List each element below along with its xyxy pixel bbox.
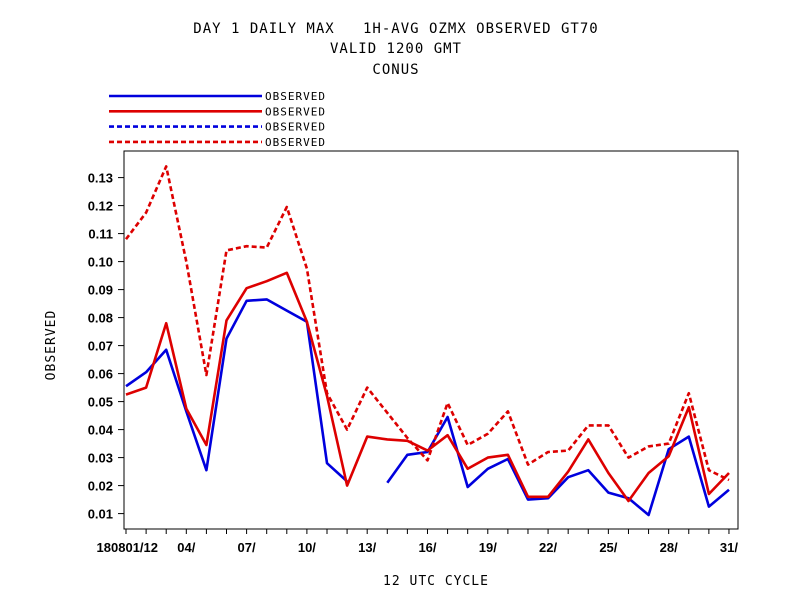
y-axis-title: OBSERVED (44, 310, 59, 381)
series-line-1 (125, 271, 730, 503)
chart-title-line-3: CONUS (372, 62, 420, 78)
x-tick-label: 28/ (660, 540, 678, 555)
legend-label-3: OBSERVED (265, 136, 326, 149)
series-line-3 (124, 165, 730, 482)
y-tick-label: 0.05 (88, 395, 113, 410)
legend-label-1: OBSERVED (265, 105, 326, 118)
y-tick-label: 0.10 (88, 255, 113, 270)
y-tick-label: 0.08 (88, 311, 113, 326)
legend: OBSERVED OBSERVED OBSERVED OBSERVED (109, 90, 326, 149)
x-tick-label: 180801/12 (97, 540, 158, 555)
chart-title-line-1: DAY 1 DAILY MAX 1H-AVG OZMX OBSERVED GT7… (193, 21, 599, 37)
legend-label-2: OBSERVED (265, 121, 326, 134)
y-tick-label: 0.11 (88, 227, 113, 242)
y-tick-label: 0.02 (88, 479, 113, 494)
chart-title-line-2: VALID 1200 GMT (329, 41, 462, 57)
y-tick-label: 0.01 (88, 507, 113, 522)
x-tick-label: 04/ (177, 540, 195, 555)
x-tick-label: 25/ (599, 540, 617, 555)
y-tick-label: 0.09 (88, 283, 113, 298)
y-tick-label: 0.04 (88, 423, 114, 438)
x-tick-label: 13/ (358, 540, 376, 555)
legend-label-0: OBSERVED (265, 90, 326, 103)
plot-frame (123, 150, 739, 530)
y-tick-label: 0.07 (88, 339, 113, 354)
y-axis: 0.01 0.02 0.03 0.04 0.05 0.06 0.07 0.08 0.09 0.10… (88, 171, 124, 522)
y-tick-label: 0.03 (88, 451, 113, 466)
series-line-0 (125, 298, 730, 517)
x-axis-title: 12 UTC CYCLE (383, 574, 489, 589)
x-tick-label: 19/ (479, 540, 497, 555)
y-tick-label: 0.12 (88, 199, 113, 214)
x-axis: 180801/12 04/07/10/13/16/19/22/25/28/31/ (97, 529, 738, 555)
x-tick-label: 31/ (720, 540, 738, 555)
x-tick-label: 07/ (238, 540, 256, 555)
x-tick-label: 10/ (298, 540, 316, 555)
series-layer (124, 165, 730, 517)
x-tick-label: 22/ (539, 540, 557, 555)
y-tick-label: 0.06 (88, 367, 113, 382)
y-tick-label: 0.13 (88, 171, 113, 186)
x-tick-label: 16/ (418, 540, 436, 555)
